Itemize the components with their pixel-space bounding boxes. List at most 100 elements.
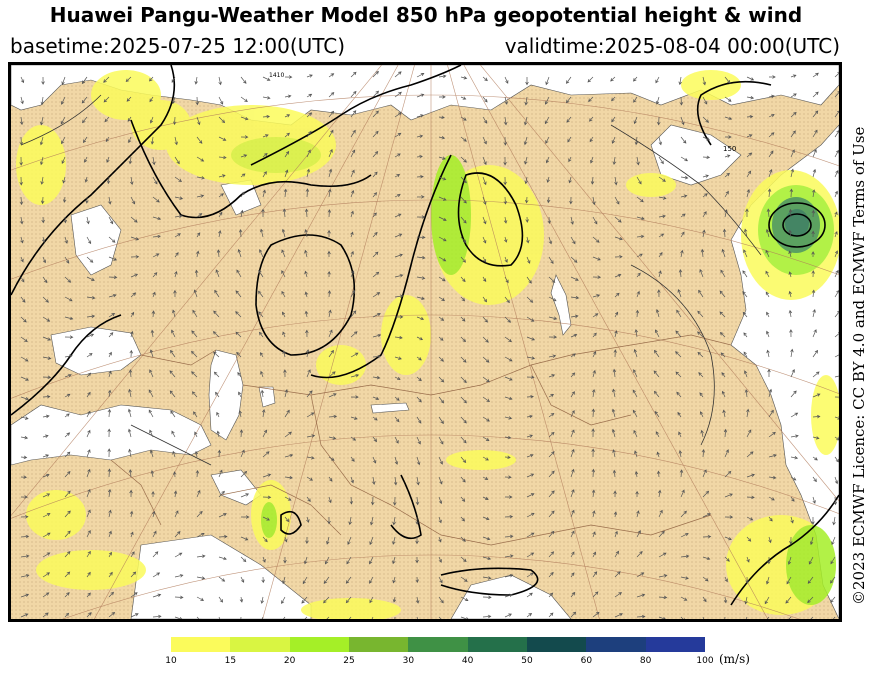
wind-arrow bbox=[503, 196, 508, 205]
wind-arrow bbox=[658, 509, 663, 518]
wind-arrow bbox=[438, 496, 443, 505]
wind-arrow bbox=[746, 451, 754, 458]
wind-arrow bbox=[328, 476, 333, 482]
wind-arrow bbox=[790, 111, 797, 118]
wind-arrow bbox=[328, 436, 337, 440]
wind-arrow bbox=[349, 496, 354, 505]
wind-arrow bbox=[394, 273, 404, 278]
wind-arrow bbox=[281, 249, 286, 258]
wind-arrow bbox=[591, 489, 596, 498]
wind-arrow bbox=[20, 495, 28, 499]
wind-arrow bbox=[64, 451, 71, 458]
wind-arrow bbox=[482, 516, 490, 521]
wind-arrow bbox=[62, 196, 67, 203]
wind-arrow bbox=[548, 316, 558, 320]
wind-arrow bbox=[612, 156, 617, 166]
wind-arrow bbox=[130, 613, 139, 618]
wind-arrow bbox=[64, 236, 68, 244]
wind-arrow bbox=[570, 236, 576, 245]
country-border bbox=[242, 334, 732, 396]
wind-arrow bbox=[327, 209, 332, 218]
wind-arrow bbox=[724, 449, 729, 458]
wind-arrow bbox=[548, 451, 555, 458]
wind-arrow bbox=[656, 116, 661, 126]
wind-arrow bbox=[746, 556, 750, 563]
wind-arrow bbox=[768, 169, 773, 178]
wind-arrow bbox=[592, 531, 596, 538]
wind-arrow bbox=[130, 216, 138, 223]
wind-arrow bbox=[284, 169, 289, 178]
wind-arrow bbox=[281, 596, 286, 605]
wind-arrow bbox=[129, 489, 133, 498]
wind-arrow bbox=[812, 393, 821, 398]
wind-arrow bbox=[613, 349, 617, 358]
wind-arrow bbox=[86, 276, 95, 281]
wind-arrow bbox=[350, 129, 356, 138]
wind-arrow bbox=[345, 596, 352, 604]
wind-arrow bbox=[261, 576, 265, 584]
wind-arrow bbox=[86, 488, 91, 498]
wind-arrow bbox=[394, 456, 399, 465]
wind-arrow bbox=[811, 270, 815, 278]
wind-arrow bbox=[196, 576, 206, 580]
wind-arrow bbox=[104, 116, 110, 123]
wind-arrow bbox=[592, 216, 598, 225]
wind-arrow bbox=[128, 136, 132, 144]
wind-arrow bbox=[503, 136, 508, 146]
forecast-map[interactable]: 1410 150 bbox=[8, 62, 842, 622]
wind-arrow bbox=[570, 410, 575, 418]
wind-arrow bbox=[746, 429, 752, 438]
wind-arrow bbox=[328, 168, 333, 178]
wind-arrow bbox=[392, 556, 396, 565]
wind-arrow bbox=[680, 249, 684, 258]
wind-arrow bbox=[262, 495, 272, 500]
wind-arrow bbox=[260, 389, 265, 398]
wind-arrow bbox=[504, 554, 514, 558]
wind-arrow bbox=[503, 216, 508, 224]
wind-arrow bbox=[505, 495, 513, 499]
wind-arrow bbox=[328, 329, 333, 338]
wind-arrow bbox=[482, 276, 487, 283]
wind-arrow bbox=[524, 196, 529, 204]
wind-arrow bbox=[680, 194, 688, 198]
wind-arrow bbox=[172, 309, 176, 318]
wind-arrow bbox=[635, 309, 640, 318]
wind-arrow bbox=[282, 616, 286, 619]
wind-arrow bbox=[526, 612, 533, 618]
wind-arrow bbox=[372, 416, 378, 421]
wind-arrow bbox=[811, 230, 815, 238]
wind-arrow bbox=[350, 71, 357, 78]
wind-arrow bbox=[768, 454, 777, 458]
wind-arrow bbox=[20, 455, 28, 460]
wind-arrow bbox=[306, 476, 314, 481]
wind-arrow bbox=[504, 455, 511, 460]
wind-arrow bbox=[416, 316, 425, 321]
wind-arrow bbox=[812, 476, 817, 483]
wind-arrow bbox=[262, 556, 266, 563]
wind-arrow bbox=[173, 490, 178, 498]
wind-arrow bbox=[40, 96, 44, 106]
wind-arrow bbox=[720, 352, 726, 358]
wind-arrow bbox=[592, 591, 599, 598]
wind-arrow bbox=[42, 473, 50, 478]
wind-arrow bbox=[42, 336, 52, 341]
wind-arrow bbox=[262, 516, 270, 521]
wind-arrow bbox=[42, 513, 51, 518]
wind-arrow bbox=[460, 536, 466, 542]
wind-arrow bbox=[238, 410, 242, 418]
wind-arrow bbox=[697, 351, 704, 358]
wind-arrow bbox=[86, 333, 95, 338]
wind-arrow bbox=[812, 129, 818, 138]
wind-arrow bbox=[767, 368, 771, 377]
wind-arrow bbox=[306, 93, 313, 98]
wind-arrow bbox=[702, 193, 708, 198]
wind-arrow bbox=[438, 196, 447, 201]
wind-arrow bbox=[86, 296, 96, 300]
wind-arrow bbox=[658, 252, 663, 258]
colorbar-segment bbox=[289, 637, 349, 652]
colorbar-tick-label: 80 bbox=[639, 656, 652, 666]
wind-arrow bbox=[86, 571, 91, 578]
wind-arrow bbox=[482, 116, 488, 124]
wind-arrow bbox=[42, 375, 52, 380]
wind-arrow bbox=[767, 556, 771, 565]
